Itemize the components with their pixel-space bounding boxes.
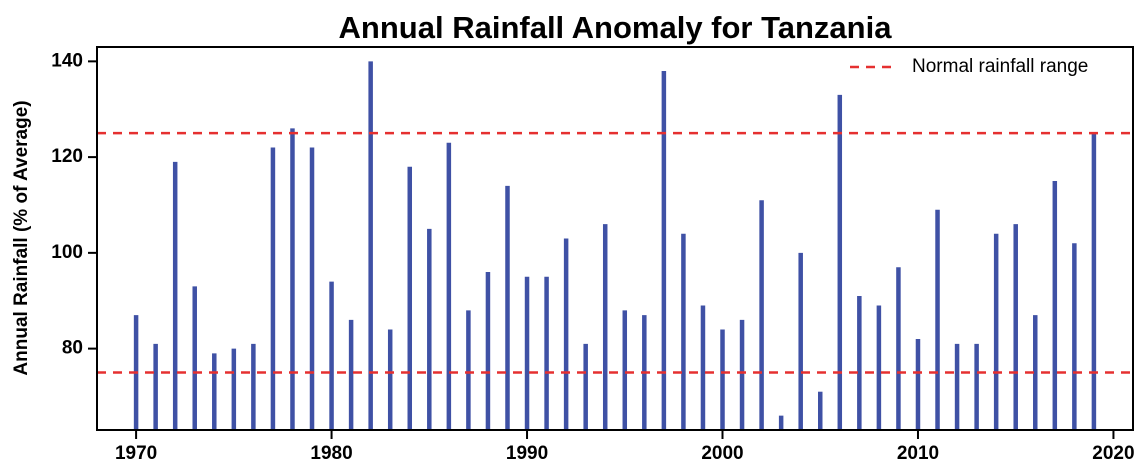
x-tick-label: 1990 [506,443,548,464]
x-tick-label: 2020 [1092,443,1134,464]
y-axis-label: Annual Rainfall (% of Average) [11,100,32,375]
legend-label: Normal rainfall range [912,56,1088,77]
chart-title: Annual Rainfall Anomaly for Tanzania [339,10,893,45]
x-tick-label: 2000 [701,443,743,464]
y-tick-label: 80 [62,338,83,359]
y-tick-label: 140 [51,50,83,71]
plot-frame [96,46,1134,431]
x-tick-label: 1970 [115,443,157,464]
x-tick-label: 2010 [897,443,939,464]
y-tick-label: 120 [51,146,83,167]
y-tick-label: 100 [51,242,83,263]
x-tick-label: 1980 [310,443,352,464]
